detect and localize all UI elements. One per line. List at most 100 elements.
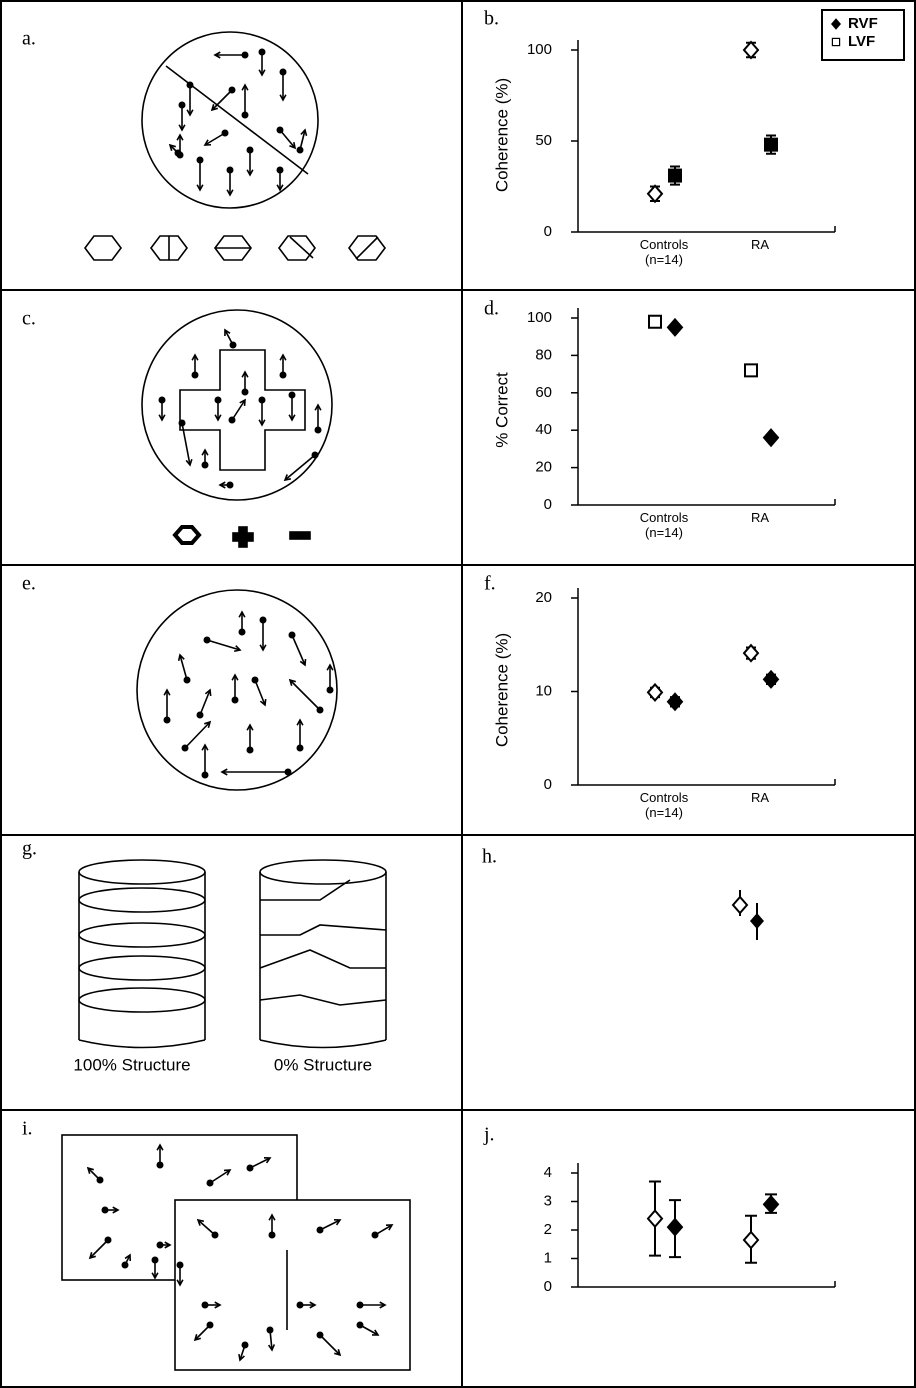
marker — [669, 170, 681, 182]
dot-element — [259, 49, 266, 56]
y-tick-label: 50 — [535, 132, 552, 149]
dot-element — [215, 397, 222, 404]
chart-label: j. — [483, 1124, 495, 1146]
dot-element — [242, 112, 249, 119]
caption: 100% Structure — [73, 1055, 190, 1074]
dot-element — [102, 1207, 109, 1214]
legend-marker — [832, 38, 839, 45]
dot-element — [297, 147, 304, 154]
dot-element — [179, 420, 186, 427]
panel-label: c. — [22, 308, 36, 330]
dot-element — [317, 1227, 324, 1234]
arrow — [255, 680, 265, 705]
dot-element — [122, 1262, 129, 1269]
y-axis-label: Coherence (%) — [492, 633, 511, 747]
y-tick-label: 60 — [535, 384, 552, 401]
dot-element — [232, 697, 239, 704]
dot-element — [280, 372, 287, 379]
dot-element — [187, 82, 194, 89]
dot-element — [289, 392, 296, 399]
dot-element — [242, 389, 249, 396]
dot-element — [157, 1162, 164, 1169]
dot-element — [192, 372, 199, 379]
panel-label: g. — [22, 838, 37, 860]
y-tick-label: 1 — [544, 1249, 552, 1266]
dot-element — [175, 150, 182, 157]
dot-element — [242, 1342, 249, 1349]
dot-element — [267, 1327, 274, 1334]
dot-element — [285, 769, 292, 776]
dot-element — [207, 1322, 214, 1329]
dot-element — [312, 452, 319, 459]
dot-element — [179, 102, 186, 109]
marker — [744, 1232, 758, 1248]
x-tick-label: RA — [751, 790, 769, 805]
chart-label: b. — [484, 8, 499, 30]
dot-element — [152, 1257, 159, 1264]
marker — [764, 1196, 778, 1212]
dot-element — [315, 427, 322, 434]
dot-element — [202, 462, 209, 469]
y-tick-label: 0 — [544, 223, 552, 240]
dot-element — [289, 632, 296, 639]
dot-element — [269, 1232, 276, 1239]
panel-label: e. — [22, 573, 36, 595]
dot-element — [227, 167, 234, 174]
dot-element — [204, 637, 211, 644]
dot-element — [259, 397, 266, 404]
dot-element — [229, 417, 236, 424]
marker — [745, 364, 757, 376]
dot-element — [197, 712, 204, 719]
y-axis-label: % Correct — [492, 372, 511, 448]
marker — [668, 319, 682, 335]
dot-element — [202, 772, 209, 779]
diagram-g — [79, 860, 386, 1048]
arrow — [212, 90, 232, 110]
y-tick-label: 100 — [527, 309, 552, 326]
dot-element — [97, 1177, 104, 1184]
dot-element — [327, 687, 334, 694]
arrow — [207, 640, 240, 650]
marker — [744, 42, 758, 58]
panel-label: i. — [22, 1118, 33, 1140]
arrow — [292, 635, 305, 665]
marker — [764, 430, 778, 446]
panel-label: h. — [482, 846, 497, 868]
legend-label: LVF — [848, 33, 875, 50]
y-axis-label: Coherence (%) — [492, 78, 511, 192]
diagram-i — [62, 1135, 410, 1370]
dot-element — [229, 87, 236, 94]
legend-label: RVF — [848, 15, 878, 32]
dot-element — [230, 342, 237, 349]
chart-label: d. — [484, 298, 499, 320]
dot-element — [202, 1302, 209, 1309]
y-tick-label: 3 — [544, 1192, 552, 1209]
marker — [668, 1219, 682, 1235]
dot-element — [280, 69, 287, 76]
dot-element — [252, 677, 259, 684]
dot-element — [182, 745, 189, 752]
dot-element — [164, 717, 171, 724]
arrow — [232, 400, 245, 420]
diagram-h — [733, 890, 764, 940]
y-tick-label: 10 — [535, 682, 552, 699]
dot-element — [357, 1322, 364, 1329]
marker — [648, 186, 662, 202]
dot-element — [247, 147, 254, 154]
diagram-a — [85, 32, 385, 260]
x-tick-label: Controls(n=14) — [640, 790, 689, 820]
dot-element — [297, 745, 304, 752]
y-tick-label: 0 — [544, 776, 552, 793]
arrow — [290, 680, 320, 710]
caption: 0% Structure — [274, 1055, 372, 1074]
dot-element — [222, 130, 229, 137]
dot-element — [260, 617, 267, 624]
dot-element — [297, 1302, 304, 1309]
dot-element — [247, 1165, 254, 1172]
y-tick-label: 0 — [544, 1278, 552, 1295]
dot-element — [159, 397, 166, 404]
marker — [765, 139, 777, 151]
y-tick-label: 40 — [535, 421, 552, 438]
marker — [649, 316, 661, 328]
